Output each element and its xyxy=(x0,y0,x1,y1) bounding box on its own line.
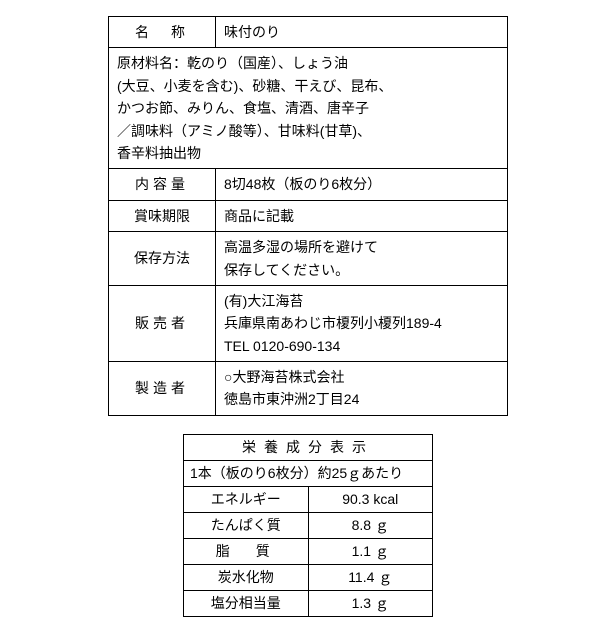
ingredients-cell: 原材料名：乾のり（国産）、しょう油 (大豆、小麦を含む)、砂糖、干えび、昆布、 … xyxy=(109,48,508,169)
ingredients-line: 原材料名：乾のり（国産）、しょう油 xyxy=(117,52,499,74)
nutrition-label: 塩分相当量 xyxy=(184,590,309,616)
nutrition-title: 栄養成分表示 xyxy=(184,434,433,460)
table-row: 塩分相当量 1.3 ｇ xyxy=(184,590,433,616)
content-label: 内容量 xyxy=(109,169,216,200)
ingredients-line: 香辛料抽出物 xyxy=(117,142,499,164)
table-row: たんぱく質 8.8 ｇ xyxy=(184,512,433,538)
table-row: 1本（板のり6枚分）約25ｇあたり xyxy=(184,460,433,486)
storage-label: 保存方法 xyxy=(109,232,216,286)
table-row: 脂 質 1.1 ｇ xyxy=(184,538,433,564)
expiry-label: 賞味期限 xyxy=(109,200,216,231)
nutrition-value: 1.1 ｇ xyxy=(308,538,433,564)
nutrition-table: 栄養成分表示 1本（板のり6枚分）約25ｇあたり エネルギー 90.3 kcal… xyxy=(183,434,433,617)
table-row: 販売者 (有)大江海苔 兵庫県南あわじ市榎列小榎列189-4 TEL 0120-… xyxy=(109,285,508,361)
storage-value: 高温多湿の場所を避けて 保存してください。 xyxy=(216,232,508,286)
seller-value: (有)大江海苔 兵庫県南あわじ市榎列小榎列189-4 TEL 0120-690-… xyxy=(216,285,508,361)
name-label: 名 称 xyxy=(109,17,216,48)
mfr-line: 徳島市東沖洲2丁目24 xyxy=(224,388,499,410)
main-info-table: 名 称 味付のり 原材料名：乾のり（国産）、しょう油 (大豆、小麦を含む)、砂糖… xyxy=(108,16,508,416)
nutrition-label: 炭水化物 xyxy=(184,564,309,590)
mfr-line: ○大野海苔株式会社 xyxy=(224,366,499,388)
table-row: エネルギー 90.3 kcal xyxy=(184,486,433,512)
nutrition-value: 11.4 ｇ xyxy=(308,564,433,590)
nutrition-value: 90.3 kcal xyxy=(308,486,433,512)
seller-line: TEL 0120-690-134 xyxy=(224,335,499,357)
ingredients-line: (大豆、小麦を含む)、砂糖、干えび、昆布、 xyxy=(117,75,499,97)
nutrition-label: 脂 質 xyxy=(184,538,309,564)
nutrition-value: 8.8 ｇ xyxy=(308,512,433,538)
seller-line: (有)大江海苔 xyxy=(224,290,499,312)
table-row: 名 称 味付のり xyxy=(109,17,508,48)
table-row: 賞味期限 商品に記載 xyxy=(109,200,508,231)
content-value: 8切48枚（板のり6枚分） xyxy=(216,169,508,200)
mfr-value: ○大野海苔株式会社 徳島市東沖洲2丁目24 xyxy=(216,362,508,416)
nutrition-label: エネルギー xyxy=(184,486,309,512)
name-value: 味付のり xyxy=(216,17,508,48)
mfr-label: 製造者 xyxy=(109,362,216,416)
nutrition-subtitle: 1本（板のり6枚分）約25ｇあたり xyxy=(184,460,433,486)
table-row: 原材料名：乾のり（国産）、しょう油 (大豆、小麦を含む)、砂糖、干えび、昆布、 … xyxy=(109,48,508,169)
ingredients-line: ／調味料（アミノ酸等）、甘味料(甘草)、 xyxy=(117,120,499,142)
table-row: 保存方法 高温多湿の場所を避けて 保存してください。 xyxy=(109,232,508,286)
storage-line: 保存してください。 xyxy=(224,259,499,281)
nutrition-value: 1.3 ｇ xyxy=(308,590,433,616)
table-row: 炭水化物 11.4 ｇ xyxy=(184,564,433,590)
expiry-value: 商品に記載 xyxy=(216,200,508,231)
table-row: 栄養成分表示 xyxy=(184,434,433,460)
seller-label: 販売者 xyxy=(109,285,216,361)
seller-line: 兵庫県南あわじ市榎列小榎列189-4 xyxy=(224,312,499,334)
storage-line: 高温多湿の場所を避けて xyxy=(224,236,499,258)
ingredients-line: かつお節、みりん、食塩、清酒、唐辛子 xyxy=(117,97,499,119)
nutrition-label: たんぱく質 xyxy=(184,512,309,538)
table-row: 製造者 ○大野海苔株式会社 徳島市東沖洲2丁目24 xyxy=(109,362,508,416)
table-row: 内容量 8切48枚（板のり6枚分） xyxy=(109,169,508,200)
